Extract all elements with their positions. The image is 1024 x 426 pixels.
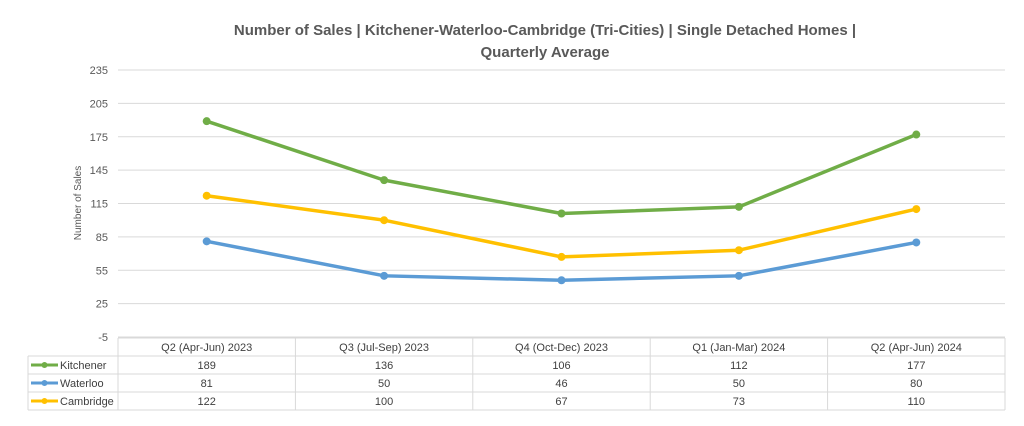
legend-marker-kitchener	[41, 362, 48, 368]
table-cell-value: 81	[201, 378, 213, 390]
x-category-label: Q1 (Jan-Mar) 2024	[692, 342, 785, 354]
y-tick-label: 175	[90, 132, 108, 144]
x-category-label: Q2 (Apr-Jun) 2024	[871, 342, 962, 354]
data-point-cambridge	[734, 246, 743, 255]
data-point-cambridge	[380, 216, 389, 225]
legend-label-waterloo: Waterloo	[60, 378, 104, 390]
table-cell-value: 110	[908, 396, 926, 408]
table-cell-value: 189	[198, 360, 216, 372]
table-cell-value: 122	[198, 396, 216, 408]
data-point-waterloo	[202, 237, 211, 246]
data-point-kitchener	[380, 176, 389, 185]
data-point-kitchener	[912, 130, 921, 139]
y-tick-label: 55	[96, 265, 108, 277]
y-tick-label: 85	[96, 232, 108, 244]
table-cell-value: 112	[730, 360, 748, 372]
table-cell-value: 73	[733, 396, 745, 408]
data-point-kitchener	[202, 117, 211, 126]
legend-label-cambridge: Cambridge	[60, 396, 114, 408]
data-point-cambridge	[557, 252, 566, 261]
table-cell-value: 136	[375, 360, 393, 372]
table-cell-value: 106	[552, 360, 570, 372]
legend-marker-cambridge	[41, 398, 48, 404]
table-cell-value: 177	[907, 360, 925, 372]
series-line-cambridge	[206, 193, 917, 259]
y-axis-label: Number of Sales	[73, 166, 84, 240]
table-cell-value: 50	[378, 378, 390, 390]
y-tick-label: 25	[96, 299, 108, 311]
x-category-label: Q3 (Jul-Sep) 2023	[339, 342, 429, 354]
chart-title-line-2: Quarterly Average	[481, 44, 610, 61]
chart-title-line-1: Number of Sales | Kitchener-Waterloo-Cam…	[234, 22, 856, 39]
y-tick-label: 205	[90, 98, 108, 110]
table-cell-value: 100	[375, 396, 393, 408]
data-point-kitchener	[557, 209, 566, 218]
table-cell-value: 80	[910, 378, 922, 390]
data-point-waterloo	[380, 271, 389, 280]
x-category-label: Q2 (Apr-Jun) 2023	[161, 342, 252, 354]
y-tick-label: 145	[90, 165, 108, 177]
y-tick-label: -5	[98, 332, 108, 344]
data-point-waterloo	[557, 276, 566, 285]
legend-marker-waterloo	[41, 380, 48, 386]
series-line-kitchener	[206, 119, 917, 216]
y-tick-label: 235	[90, 65, 108, 77]
data-point-waterloo	[734, 271, 743, 280]
table-cell-value: 50	[733, 378, 745, 390]
x-category-label: Q4 (Oct-Dec) 2023	[515, 342, 608, 354]
legend-label-kitchener: Kitchener	[60, 360, 107, 372]
table-cell-value: 46	[555, 378, 567, 390]
data-point-cambridge	[202, 191, 211, 200]
y-tick-label: 115	[90, 199, 108, 211]
table-cell-value: 67	[555, 396, 567, 408]
data-point-cambridge	[912, 205, 921, 214]
data-point-waterloo	[912, 238, 921, 247]
data-point-kitchener	[734, 202, 743, 211]
